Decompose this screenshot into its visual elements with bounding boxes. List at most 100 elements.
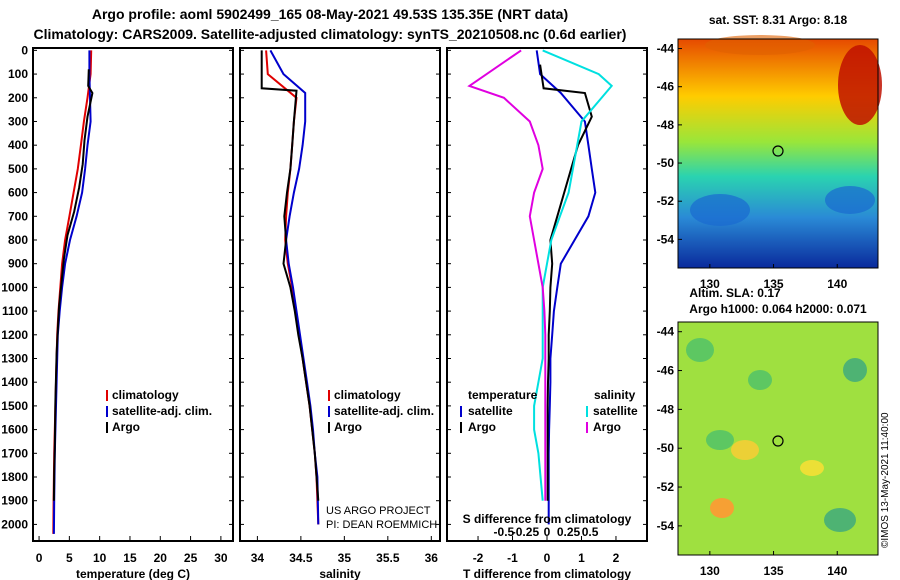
sla-map-frame — [677, 321, 879, 556]
legend-climatology: climatology — [112, 388, 179, 402]
s-difference-axis-label: S difference from climatology — [463, 512, 632, 526]
x-tick-label: 20 — [154, 551, 168, 565]
depth-tick-label: 1300 — [1, 351, 28, 365]
depth-tick-label: 300 — [8, 114, 28, 128]
t-difference-axis-label: T difference from climatology — [463, 567, 631, 580]
imos-credit: ©IMOS 13-May-2021 11:40:00 — [880, 412, 891, 548]
legend-swatch-s-satellite — [586, 406, 588, 417]
map-lat-tick-label: -46 — [657, 80, 675, 94]
legend-swatch-satellite — [106, 406, 108, 417]
s-tick-label: 0.5 — [582, 525, 599, 539]
x-axes: 0 5 10 15 20 25 30 34 34.5 35 35.5 36 -2 -1 0 1 2 -0.5-0.… — [36, 525, 620, 565]
depth-tick-label: 700 — [8, 209, 28, 223]
sst-map — [677, 35, 882, 269]
map-lat-tick-label: -52 — [657, 194, 675, 208]
map-lon-tick-label: 135 — [764, 277, 784, 291]
float-location-marker — [772, 435, 784, 447]
pi-credit: PI: DEAN ROEMMICH — [326, 519, 437, 531]
x-tick-label: 35.5 — [376, 551, 400, 565]
legend-satellite: satellite-adj. clim. — [334, 404, 434, 418]
map-lat-tick-label: -44 — [657, 42, 675, 56]
x-tick-label: 0 — [544, 551, 551, 565]
depth-tick-label: 1000 — [1, 280, 28, 294]
sla-low-patch — [843, 358, 867, 382]
depth-tick-label: 1900 — [1, 494, 28, 508]
sla-low-patch — [686, 338, 714, 362]
sla-map — [677, 321, 879, 556]
chart-title-line2: Climatology: CARS2009. Satellite-adjuste… — [33, 26, 627, 42]
float-location-marker — [772, 145, 784, 157]
series-line-climatology — [52, 50, 93, 534]
sst-map-frame — [677, 38, 879, 269]
depth-tick-label: 200 — [8, 91, 28, 105]
depth-tick-label: 500 — [8, 162, 28, 176]
depth-tick-label: 1700 — [1, 446, 28, 460]
depth-tick-label: 800 — [8, 233, 28, 247]
x-tick-label: 1 — [578, 551, 585, 565]
legend-swatch-climatology — [106, 390, 108, 401]
x-tick-label: 34.5 — [289, 551, 313, 565]
sla-high-patch — [731, 440, 759, 460]
map-lat-tick-label: -44 — [657, 325, 675, 339]
x-tick-label: 36 — [425, 551, 439, 565]
legend-swatch-satellite — [328, 406, 330, 417]
sst-warm-patch — [705, 35, 815, 55]
temperature-axis-label: temperature (deg C) — [76, 567, 190, 580]
sla-map-title1: Altim. SLA: 0.17 — [689, 286, 781, 300]
depth-tick-label: 900 — [8, 257, 28, 271]
depth-tick-label: 1200 — [1, 328, 28, 342]
map-lat-tick-label: -52 — [657, 480, 675, 494]
depth-tick-label: 1500 — [1, 399, 28, 413]
legend-swatch-argo — [106, 422, 108, 433]
map-lat-tick-label: -48 — [657, 402, 675, 416]
legend-swatch-t-argo — [460, 422, 462, 433]
legend-s-argo: Argo — [593, 420, 621, 434]
depth-axis: 0 100 200 300 400 500 600 700 800 900 1000 1100 1200… — [1, 43, 647, 531]
s-tick-label: 0.25 — [557, 525, 581, 539]
sla-high-patch — [710, 498, 734, 518]
map-lon-tick-label: 130 — [700, 564, 720, 578]
x-tick-label: 10 — [93, 551, 107, 565]
x-tick-label: 2 — [613, 551, 620, 565]
legend-t-satellite: satellite — [468, 404, 513, 418]
s-tick-label: -0.25 — [512, 525, 540, 539]
legend-climatology: climatology — [334, 388, 401, 402]
map-lat-tick-label: -50 — [657, 441, 675, 455]
sst-map-ticks: -44 -46 -48 -50 -52 -54 130 135 140 — [657, 42, 848, 291]
legend-argo: Argo — [112, 420, 140, 434]
depth-tick-label: 1400 — [1, 375, 28, 389]
depth-tick-label: 1600 — [1, 423, 28, 437]
map-lon-tick-label: 135 — [764, 564, 784, 578]
sla-low-patch — [706, 430, 734, 450]
map-lat-tick-label: -46 — [657, 364, 675, 378]
x-tick-label: -1 — [507, 551, 518, 565]
legend-swatch-argo — [328, 422, 330, 433]
x-tick-label: 30 — [214, 551, 228, 565]
depth-tick-label: 0 — [21, 43, 28, 57]
depth-tick-label: 100 — [8, 67, 28, 81]
x-tick-label: 34 — [251, 551, 265, 565]
series-line-s-argo — [467, 49, 547, 501]
s-tick-label: 0 — [544, 525, 551, 539]
series-line-t-argo — [539, 64, 593, 501]
salinity-legend: climatology satellite-adj. clim. Argo — [328, 388, 434, 434]
chart-title-line1: Argo profile: aoml 5902499_165 08-May-20… — [91, 6, 569, 22]
sst-cold-patch — [825, 186, 875, 214]
sla-map-ticks: -44 -46 -48 -50 -52 -54 130 135 140 — [657, 325, 848, 578]
sla-low-patch — [824, 508, 856, 532]
map-lon-tick-label: 140 — [827, 564, 847, 578]
series-line-argo — [260, 50, 320, 501]
legend-s-satellite: satellite — [593, 404, 638, 418]
x-tick-label: -2 — [473, 551, 484, 565]
legend-swatch-climatology — [328, 390, 330, 401]
project-credit: US ARGO PROJECT — [326, 505, 431, 517]
x-tick-label: 15 — [123, 551, 137, 565]
sla-map-title2: Argo h1000: 0.064 h2000: 0.071 — [689, 302, 867, 316]
depth-tick-label: 400 — [8, 138, 28, 152]
legend-argo: Argo — [334, 420, 362, 434]
difference-legend: temperature salinity satellite Argo sate… — [460, 388, 638, 434]
series-line-argo — [52, 69, 94, 501]
legend-temperature-head: temperature — [468, 388, 538, 402]
map-lon-tick-label: 140 — [827, 277, 847, 291]
